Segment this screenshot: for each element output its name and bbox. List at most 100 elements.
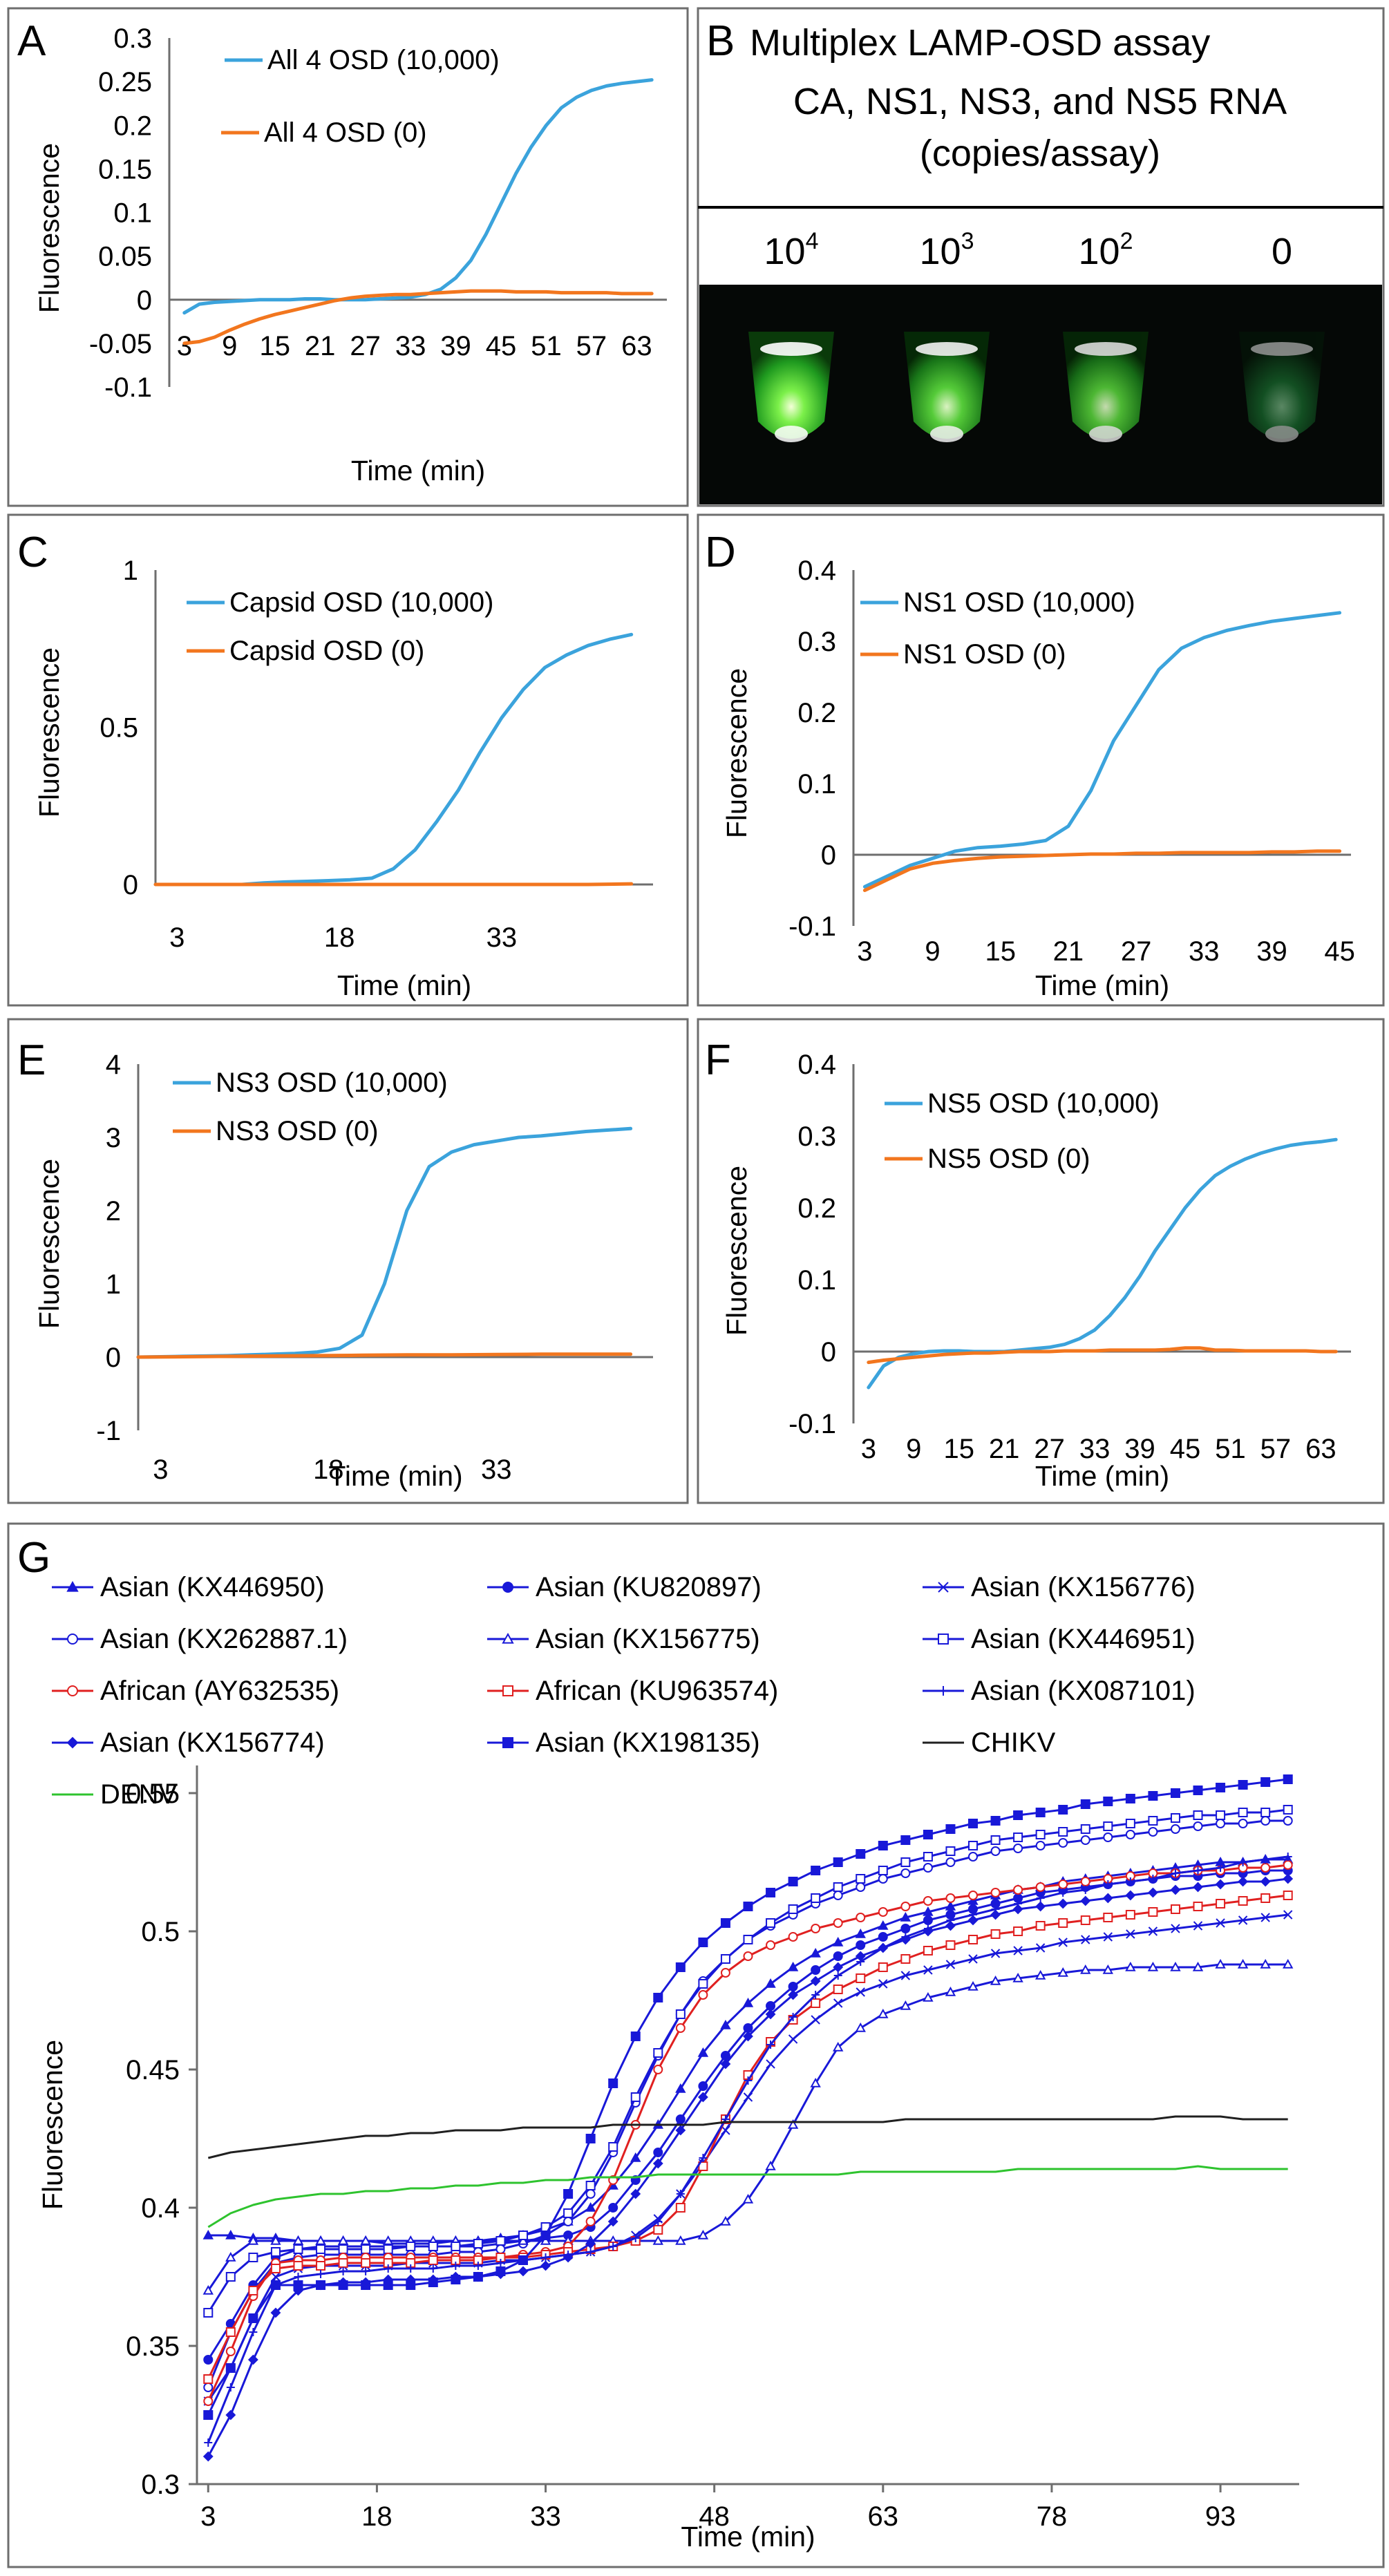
data-point: [1035, 1808, 1046, 1817]
y-tick-label: 0: [137, 285, 152, 316]
y-tick-label: 0.4: [141, 2193, 180, 2224]
y-tick-label: -0.1: [788, 911, 836, 942]
data-point: [1193, 1902, 1203, 1911]
tube-tip-glow: [1265, 426, 1298, 442]
data-point: [743, 2031, 753, 2042]
data-point: [66, 1580, 79, 1592]
data-point: [502, 1737, 513, 1748]
data-point: [1283, 1958, 1294, 1969]
data-point: [653, 1993, 663, 2002]
data-point: [1170, 1904, 1180, 1914]
y-tick-label: 0.05: [98, 242, 152, 272]
data-point: [1148, 1926, 1158, 1936]
data-point: [945, 1824, 956, 1834]
x-axis-label: Time (min): [328, 1460, 462, 1492]
x-tick-label: 21: [989, 1434, 1020, 1464]
x-tick-label: 45: [1324, 936, 1355, 967]
y-tick-label: 0.55: [126, 1779, 180, 1809]
data-point: [923, 1863, 933, 1873]
data-point: [653, 2148, 663, 2157]
x-tick-label: 21: [1053, 936, 1084, 967]
data-point: [788, 1932, 798, 1942]
x-tick-label: 3: [169, 922, 185, 953]
panel-a-frame: [7, 7, 689, 507]
tube-body: [1239, 332, 1325, 439]
data-point: [945, 1986, 956, 1996]
column-base: 0: [1272, 231, 1292, 272]
x-tick-label: 15: [259, 331, 290, 361]
legend-entry: Asian (KX156774): [100, 1727, 325, 1758]
data-point: [338, 2280, 348, 2290]
data-point: [1283, 1853, 1292, 1861]
data-point: [1238, 1915, 1248, 1925]
y-tick-label: 0.25: [98, 67, 152, 97]
y-axis-label: Fluorescence: [721, 1166, 753, 1336]
data-point: [1012, 1904, 1023, 1915]
legend-entry: Asian (KX156775): [536, 1624, 760, 1654]
data-point: [744, 2076, 753, 2085]
legend-entry: NS1 OSD (10,000): [903, 587, 1135, 618]
y-axis-label: Fluorescence: [721, 668, 753, 838]
x-tick-label: 27: [1121, 936, 1152, 967]
data-point: [788, 2034, 798, 2044]
data-point: [675, 2235, 686, 2245]
data-point: [1125, 1819, 1135, 1828]
panel-b-title-line3: (copies/assay): [920, 133, 1160, 174]
data-point: [743, 2092, 753, 2102]
data-point: [496, 2259, 505, 2267]
data-point: [1216, 1899, 1226, 1909]
data-point: [697, 2092, 708, 2103]
data-point: [428, 2277, 438, 2287]
x-tick-label: 15: [943, 1434, 974, 1464]
data-point: [225, 2229, 236, 2239]
data-point: [720, 2058, 731, 2070]
data-point: [1192, 1961, 1204, 1971]
x-tick-label: 33: [1189, 936, 1220, 967]
data-point: [1237, 1958, 1249, 1969]
data-point: [811, 2015, 820, 2025]
data-point: [856, 1973, 866, 1983]
y-tick-label: 0.2: [797, 698, 836, 728]
data-point: [406, 2242, 416, 2251]
data-point: [697, 2047, 709, 2057]
panel-b-column-label: 102: [1079, 228, 1133, 272]
x-tick-label: 3: [153, 1455, 168, 1485]
y-axis-label: Fluorescence: [37, 2040, 68, 2210]
tube-meniscus: [1075, 342, 1137, 356]
panel-g-frame: [7, 1522, 1385, 2568]
data-point: [1058, 1938, 1068, 1947]
panel-d-frame: [697, 513, 1385, 1007]
tube-body: [748, 332, 834, 439]
data-point: [585, 2217, 596, 2226]
data-point: [518, 2255, 528, 2265]
x-tick-label: 18: [324, 922, 355, 953]
x-tick-label: 57: [576, 331, 607, 361]
data-point: [990, 1909, 1001, 1920]
data-point: [675, 2023, 686, 2033]
data-point: [473, 2239, 483, 2248]
data-point: [451, 2242, 461, 2251]
data-point: [270, 2247, 281, 2257]
data-point: [406, 2280, 416, 2290]
data-point: [1013, 1810, 1023, 1820]
panel-letter: D: [705, 529, 736, 576]
data-point: [923, 1915, 933, 1925]
data-point: [540, 2235, 551, 2245]
legend-entry: Asian (KU820897): [536, 1572, 762, 1602]
data-point: [1148, 1816, 1158, 1826]
y-tick-label: 0: [821, 1337, 836, 1367]
data-point: [652, 2235, 663, 2245]
data-point: [742, 1997, 754, 2007]
data-point: [203, 2374, 214, 2384]
panel-letter: G: [17, 1534, 50, 1582]
series-line: [136, 1352, 633, 1359]
legend-entry: Asian (KX198135): [536, 1727, 760, 1758]
data-point: [1058, 1879, 1068, 1889]
data-point: [720, 2051, 730, 2061]
data-point: [900, 1971, 911, 1980]
y-tick-label: 0.1: [797, 769, 836, 799]
data-point: [1057, 1898, 1068, 1909]
data-point: [945, 1960, 956, 1969]
data-point: [833, 1891, 843, 1900]
x-tick-label: 3: [177, 331, 192, 361]
